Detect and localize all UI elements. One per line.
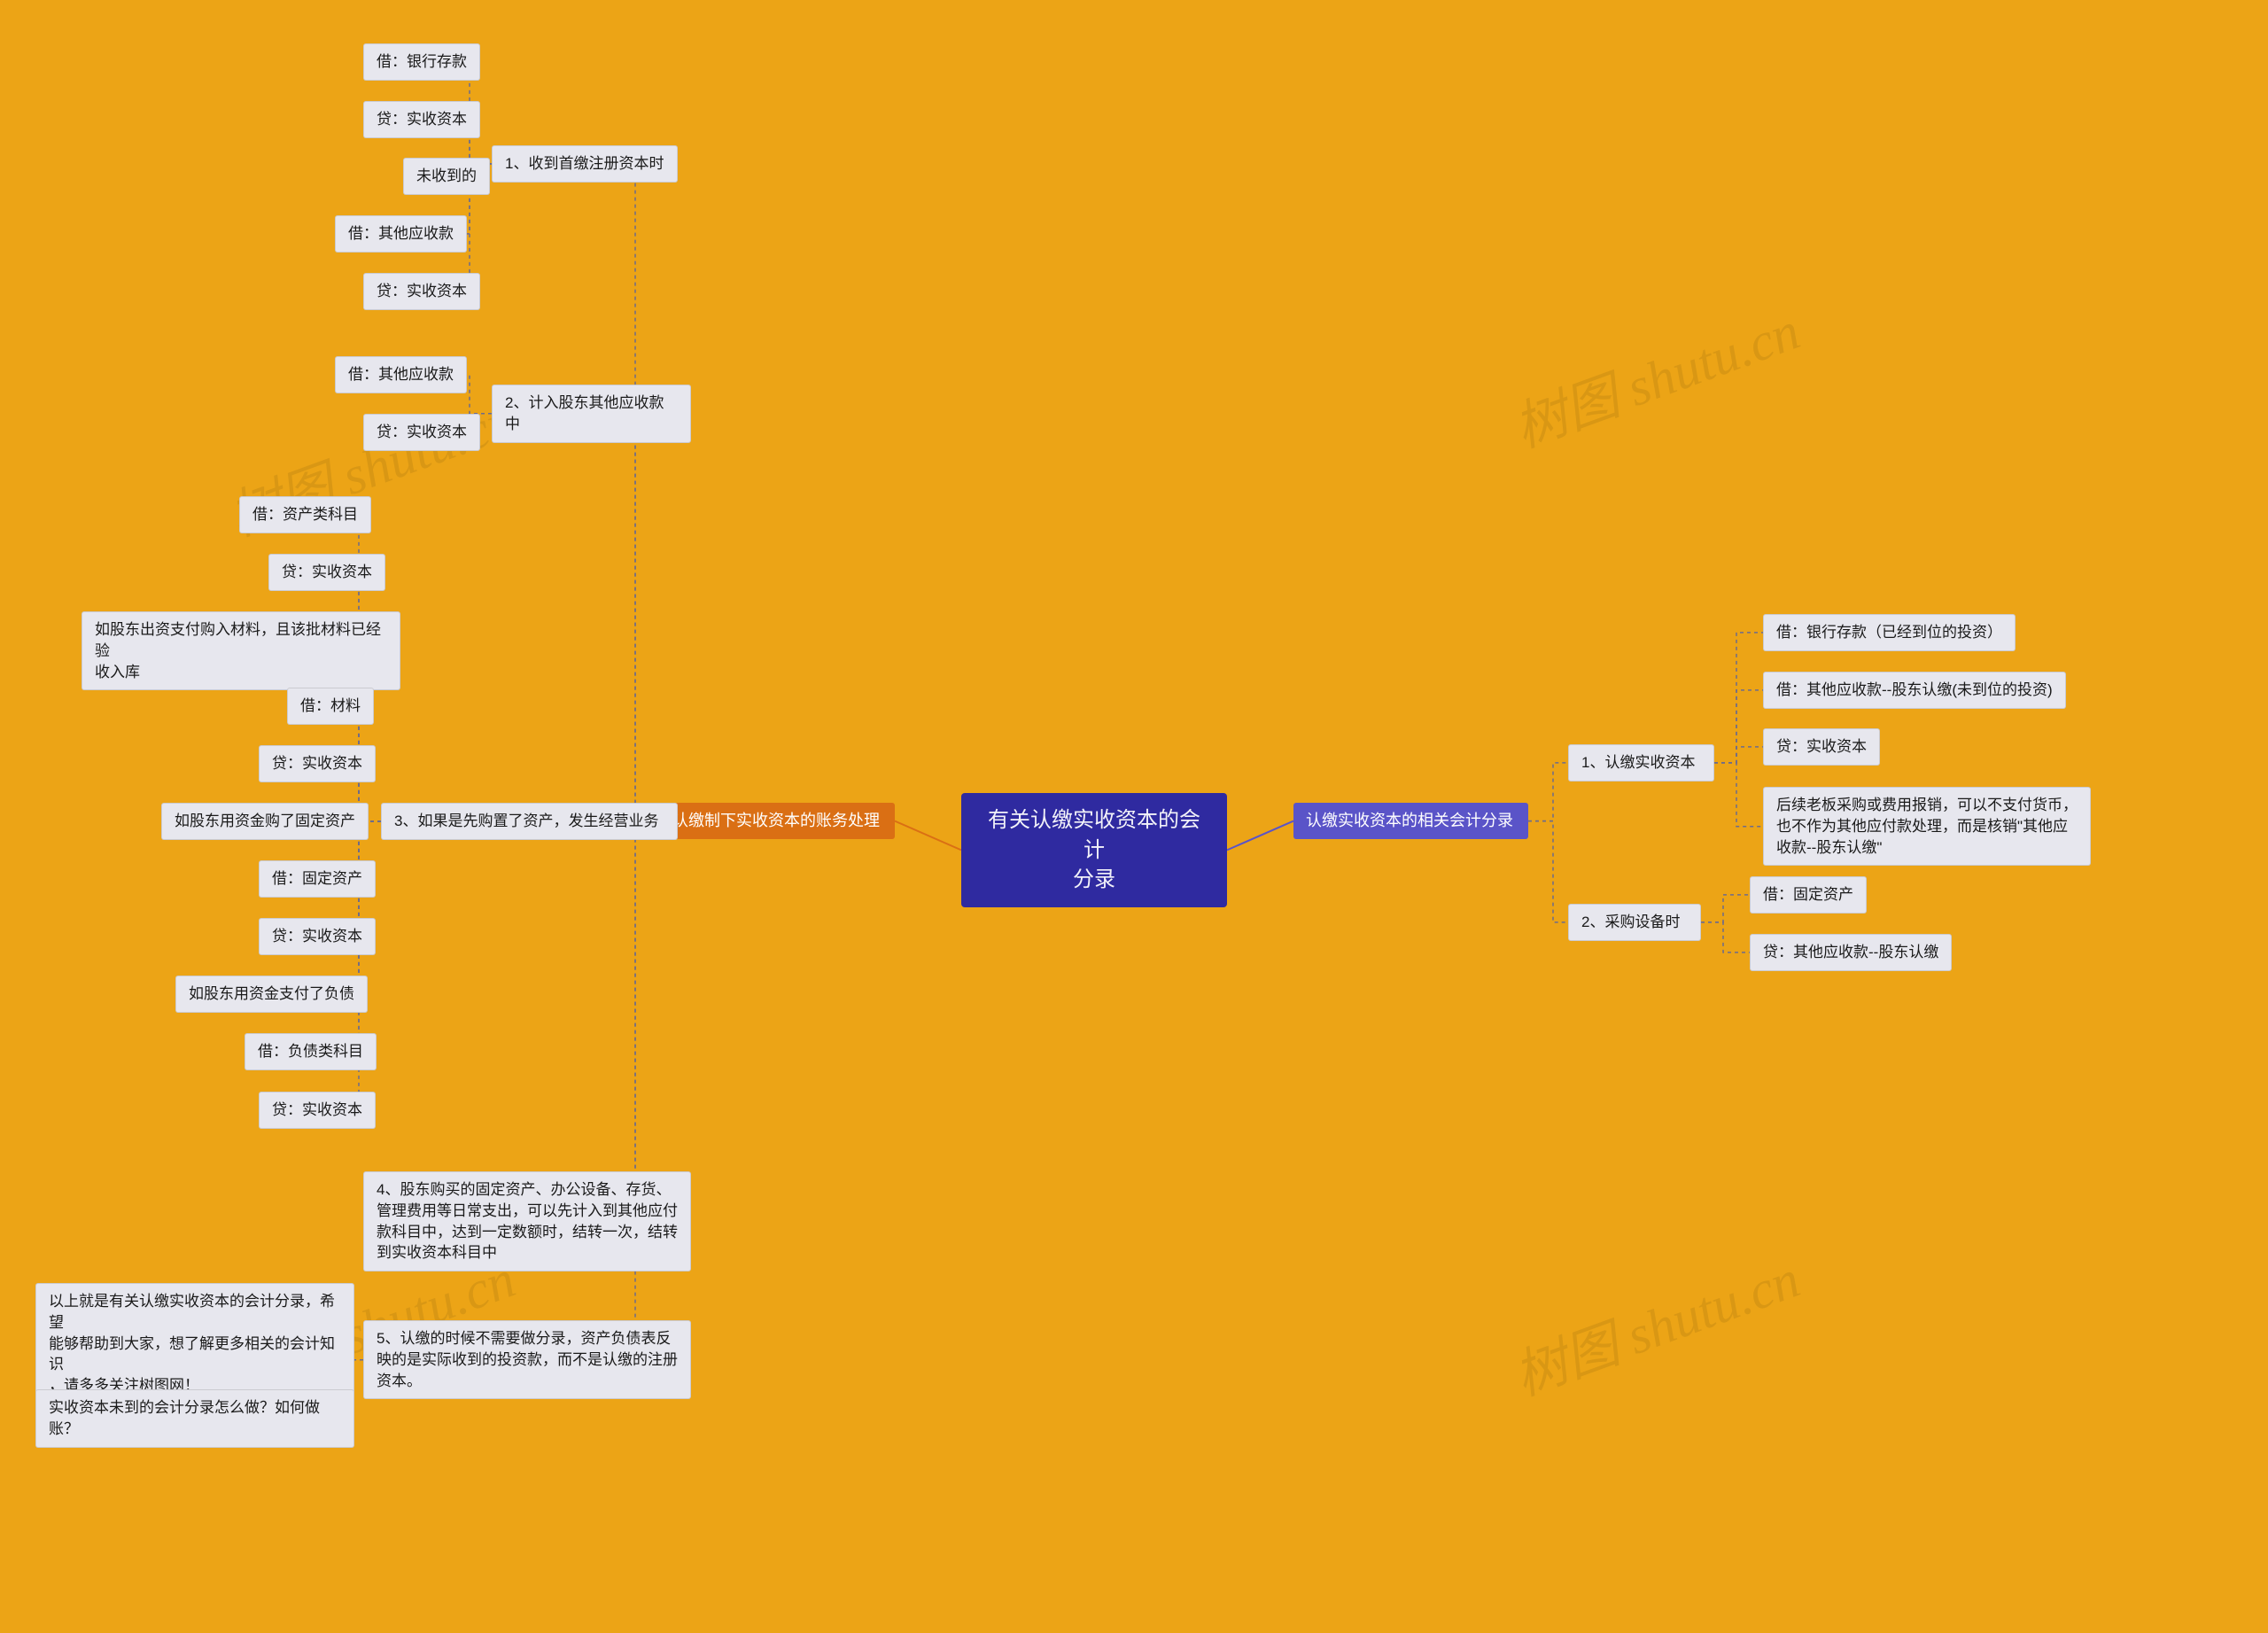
left-grand-node: 如股东用资金购了固定资产 (161, 803, 369, 840)
left-grand-node: 贷：实收资本 (259, 918, 376, 955)
root-node: 有关认缴实收资本的会计 分录 (961, 793, 1227, 907)
left-grand-node: 借：材料 (287, 688, 374, 725)
right-grand-node: 贷：其他应收款--股东认缴 (1750, 934, 1952, 971)
left-grand-node: 借：固定资产 (259, 860, 376, 898)
left-grand-node: 贷：实收资本 (268, 554, 385, 591)
watermark: 树图 shutu.cn (1502, 1236, 1808, 1411)
left-grand-node: 借：其他应收款 (335, 356, 467, 393)
left-grand-node: 借：资产类科目 (239, 496, 371, 533)
left-child-node: 2、计入股东其他应收款中 (492, 385, 691, 443)
left-grand-node: 贷：实收资本 (363, 414, 480, 451)
left-grand-node: 如股东用资金支付了负债 (175, 976, 368, 1013)
left-child-node: 3、如果是先购置了资产，发生经营业务 (381, 803, 678, 840)
left-grand-node: 贷：实收资本 (363, 101, 480, 138)
left-grand-node: 贷：实收资本 (259, 745, 376, 782)
right-grand-node: 借：固定资产 (1750, 876, 1867, 914)
right-grand-node: 后续老板采购或费用报销，可以不支付货币， 也不作为其他应付款处理，而是核销"其他… (1763, 787, 2091, 866)
branch-right: 认缴实收资本的相关会计分录 (1293, 803, 1528, 839)
left-child-node: 1、收到首缴注册资本时 (492, 145, 678, 183)
left-grand-node: 以上就是有关认缴实收资本的会计分录，希望 能够帮助到大家，想了解更多相关的会计知… (35, 1283, 354, 1404)
left-grand-node: 贷：实收资本 (363, 273, 480, 310)
mindmap-canvas: 树图 shutu.cn树图 shutu.cn树图 shutu.cn树图 shut… (0, 0, 2268, 1633)
right-grand-node: 贷：实收资本 (1763, 728, 1880, 766)
left-grand-node: 未收到的 (403, 158, 490, 195)
left-grand-node: 借：其他应收款 (335, 215, 467, 253)
left-child-node: 4、股东购买的固定资产、办公设备、存货、 管理费用等日常支出，可以先计入到其他应… (363, 1171, 691, 1271)
left-grand-node: 贷：实收资本 (259, 1092, 376, 1129)
left-grand-node: 实收资本未到的会计分录怎么做？如何做账？ (35, 1389, 354, 1448)
left-grand-node: 借：银行存款 (363, 43, 480, 81)
watermark: 树图 shutu.cn (1502, 288, 1808, 463)
left-grand-node: 借：负债类科目 (245, 1033, 377, 1070)
right-grand-node: 借：银行存款（已经到位的投资） (1763, 614, 2016, 651)
branch-left: 认缴制下实收资本的账务处理 (660, 803, 895, 839)
left-grand-node: 如股东出资支付购入材料，且该批材料已经验 收入库 (82, 611, 400, 690)
right-child-node: 1、认缴实收资本 (1568, 744, 1714, 782)
right-child-node: 2、采购设备时 (1568, 904, 1701, 941)
left-child-node: 5、认缴的时候不需要做分录，资产负债表反 映的是实际收到的投资款，而不是认缴的注… (363, 1320, 691, 1399)
right-grand-node: 借：其他应收款--股东认缴(未到位的投资) (1763, 672, 2066, 709)
